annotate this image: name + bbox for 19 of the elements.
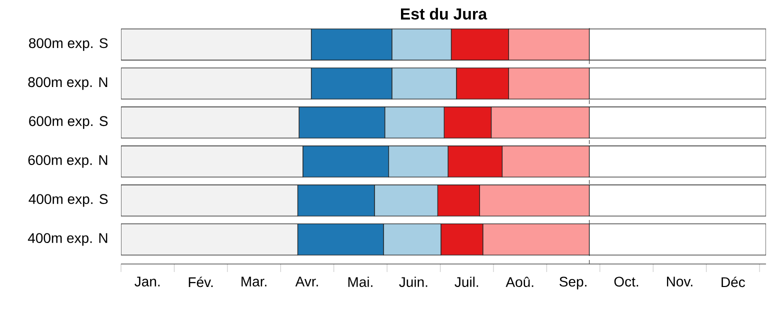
y-tick-label: 800m exp. S: [29, 38, 108, 51]
text: Jan.: [134, 276, 160, 286]
text: Oct.: [614, 276, 638, 287]
text: Juin.: [399, 276, 428, 287]
text: Avr.: [295, 276, 318, 286]
y-tick-label: 400m exp. S: [28, 194, 108, 207]
y-tick-label: 400m exp. N: [28, 233, 108, 246]
text: Aoû.: [506, 276, 534, 288]
chart-title: Est du Jura: [401, 8, 488, 20]
y-tick-label: 600m exp. S: [29, 116, 108, 129]
text: Juil.: [454, 276, 478, 287]
text: Mar.: [242, 276, 266, 286]
y-tick-label: 800m exp. N: [28, 77, 108, 90]
text: Sep.: [560, 276, 586, 290]
text: Déc: [722, 276, 746, 288]
text: Mai.: [348, 276, 372, 287]
text: Nov.: [667, 276, 692, 286]
y-tick-label: 600m exp. N: [28, 155, 108, 168]
text: Fév.: [188, 276, 213, 288]
